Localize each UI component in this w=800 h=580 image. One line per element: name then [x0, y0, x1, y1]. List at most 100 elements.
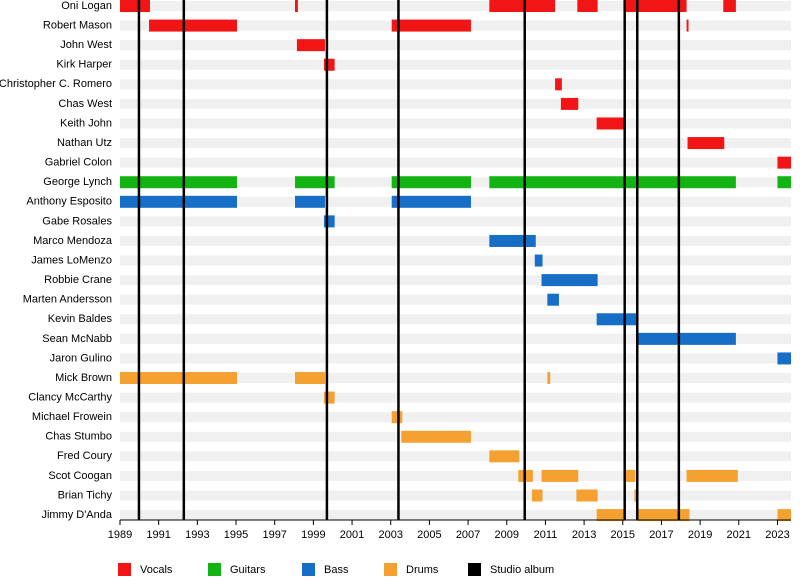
- tenure-bar: [596, 509, 625, 522]
- tenure-bar: [777, 509, 791, 522]
- row-band: [120, 1, 791, 11]
- x-tick-label: 1995: [224, 529, 248, 541]
- tenure-bar: [555, 78, 562, 91]
- tenure-bar: [324, 215, 335, 228]
- row-band: [120, 412, 791, 423]
- row-label: Fred Coury: [57, 450, 113, 462]
- row-band: [120, 353, 791, 364]
- legend-swatch: [302, 563, 315, 576]
- row-band: [120, 59, 791, 70]
- row-label: Anthony Esposito: [26, 196, 112, 208]
- row-band: [120, 235, 791, 246]
- tenure-bar: [391, 19, 471, 32]
- x-tick-label: 2013: [572, 529, 596, 541]
- x-tick-label: 1999: [301, 529, 325, 541]
- row-label: James LoMenzo: [31, 254, 112, 266]
- tenure-bar: [149, 19, 237, 32]
- tenure-bar: [295, 195, 325, 208]
- row-band: [120, 40, 791, 51]
- row-label: Scot Coogan: [48, 470, 112, 482]
- tenure-bar: [777, 176, 791, 189]
- row-label: Kevin Baldes: [48, 313, 113, 325]
- row-band: [120, 157, 791, 168]
- tenure-bar: [120, 195, 237, 208]
- legend-label: Guitars: [230, 564, 266, 576]
- tenure-bar: [547, 293, 559, 306]
- tenure-bar: [723, 0, 736, 12]
- x-tick-label: 2011: [534, 529, 558, 541]
- tenure-bar: [596, 117, 625, 130]
- tenure-bar: [489, 0, 556, 12]
- tenure-bar: [534, 254, 543, 267]
- row-label: Michael Frowein: [32, 411, 112, 423]
- row-band: [120, 451, 791, 462]
- tenure-bar: [295, 176, 335, 189]
- legend-label: Bass: [324, 564, 349, 576]
- x-tick-label: 2021: [727, 529, 751, 541]
- x-tick-label: 2015: [611, 529, 635, 541]
- x-tick-label: 2009: [495, 529, 519, 541]
- tenure-bar: [489, 176, 736, 189]
- row-label: Mick Brown: [55, 372, 112, 384]
- tenure-bar: [295, 372, 325, 385]
- tenure-bar: [401, 430, 471, 443]
- tenure-bar: [547, 372, 551, 385]
- tenure-bar: [296, 39, 325, 52]
- x-tick-label: 2017: [649, 529, 673, 541]
- row-label: Robert Mason: [43, 19, 112, 31]
- tenure-bar: [596, 313, 638, 326]
- tenure-bar: [686, 19, 689, 32]
- tenure-bar: [489, 450, 520, 463]
- row-label: Robbie Crane: [44, 274, 112, 286]
- row-band: [120, 373, 791, 384]
- row-band: [120, 392, 791, 403]
- tenure-bar: [637, 509, 690, 522]
- row-label: Gabriel Colon: [45, 157, 112, 169]
- row-label: Christopher C. Romero: [0, 78, 112, 90]
- legend-swatch: [208, 563, 221, 576]
- x-tick-label: 2003: [378, 529, 402, 541]
- row-label: Chas West: [58, 98, 112, 110]
- tenure-bar: [541, 469, 579, 482]
- row-label: Kirk Harper: [56, 59, 112, 71]
- row-band: [120, 314, 791, 325]
- x-tick-label: 2023: [765, 529, 789, 541]
- tenure-bar: [391, 176, 471, 189]
- tenure-bar: [324, 391, 335, 404]
- row-band: [120, 216, 791, 227]
- x-tick-label: 2005: [417, 529, 441, 541]
- row-band: [120, 470, 791, 481]
- row-band: [120, 98, 791, 109]
- row-band: [120, 294, 791, 305]
- row-label: Jaron Gulino: [50, 352, 112, 364]
- x-tick-label: 2019: [688, 529, 712, 541]
- tenure-bar: [489, 234, 536, 247]
- x-tick-label: 1991: [146, 529, 170, 541]
- row-band: [120, 118, 791, 129]
- row-label: Clancy McCarthy: [28, 392, 112, 404]
- legend-swatch: [468, 563, 481, 576]
- tenure-bar: [391, 195, 471, 208]
- tenure-bar: [634, 489, 638, 502]
- row-label: John West: [60, 39, 112, 51]
- row-band: [120, 275, 791, 286]
- tenure-bar: [686, 469, 738, 482]
- tenure-bar: [541, 274, 598, 287]
- tenure-bar: [623, 469, 636, 482]
- row-label: Oni Logan: [61, 0, 112, 12]
- tenure-bar: [120, 0, 150, 12]
- row-band: [120, 510, 791, 521]
- x-tick-label: 2001: [340, 529, 364, 541]
- tenure-bar: [577, 0, 598, 12]
- x-tick-label: 1989: [108, 529, 132, 541]
- row-band: [120, 79, 791, 90]
- row-label: Keith John: [60, 117, 112, 129]
- row-label: Sean McNabb: [42, 333, 112, 345]
- tenure-bar: [560, 97, 579, 110]
- row-band: [120, 255, 791, 266]
- tenure-bar: [623, 0, 687, 12]
- row-label: Nathan Utz: [57, 137, 112, 149]
- x-tick-label: 1993: [185, 529, 209, 541]
- row-label: Brian Tichy: [58, 489, 113, 501]
- row-label: Jimmy D'Anda: [41, 509, 112, 521]
